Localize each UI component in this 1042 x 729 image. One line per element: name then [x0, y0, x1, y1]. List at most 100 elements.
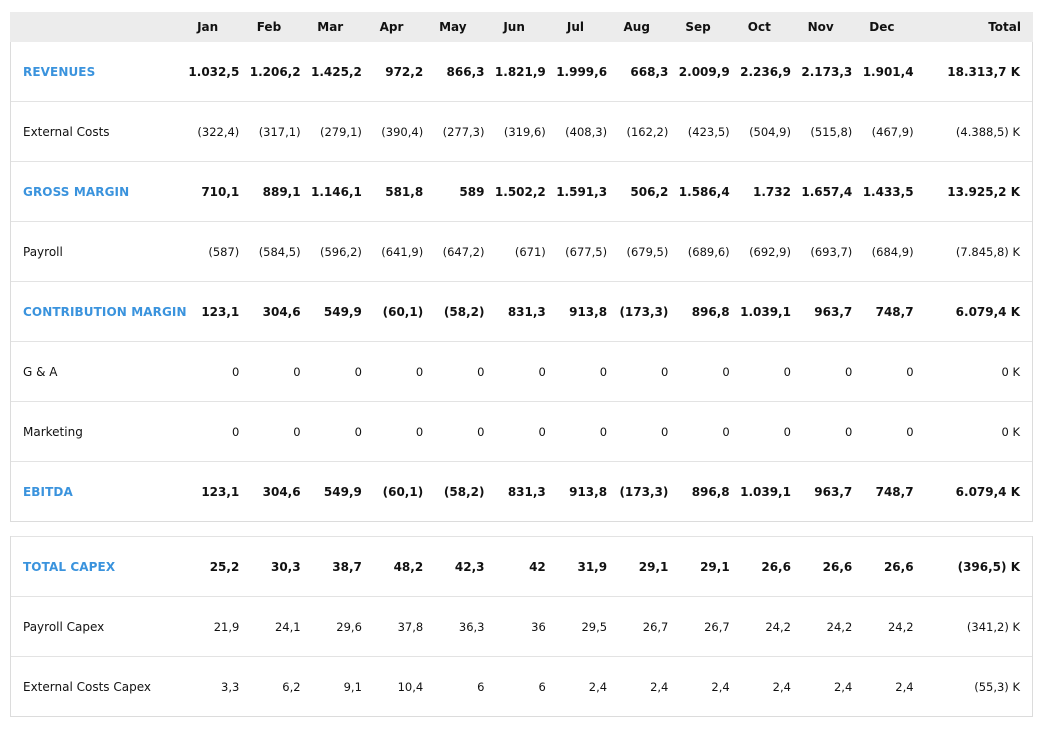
cell-oct: 1.039,1	[740, 304, 791, 319]
cell-may: 866,3	[446, 64, 485, 79]
cell-may: 589	[459, 184, 485, 199]
cell-sep: 0	[722, 364, 730, 379]
cell-jul: 0	[599, 424, 608, 439]
pnl-section: REVENUES 1.032,5 1.206,2 1.425,2 972,2 866,3 1…	[10, 42, 1033, 522]
row-label: Payroll Capex	[23, 619, 105, 634]
cell-apr: (390,4)	[381, 124, 424, 139]
header-month-feb: Feb	[256, 20, 282, 34]
cell-may: 42,3	[454, 559, 485, 574]
cell-jan: (322,4)	[197, 124, 240, 139]
cell-jul: 29,5	[581, 619, 608, 634]
row-label: TOTAL CAPEX	[23, 559, 116, 574]
cell-nov: 24,2	[826, 619, 853, 634]
cell-jan: 710,1	[201, 184, 240, 199]
cell-jan: 21,9	[213, 619, 240, 634]
cell-dec: (467,9)	[871, 124, 914, 139]
header-month-mar: Mar	[317, 20, 344, 34]
cell-sep: (689,6)	[687, 244, 730, 259]
cell-feb: 0	[293, 364, 301, 379]
cell-aug: 668,3	[630, 64, 669, 79]
table-row: REVENUES 1.032,5 1.206,2 1.425,2 972,2 866,3 1…	[11, 42, 1032, 101]
cell-nov: 963,7	[814, 304, 853, 319]
cell-aug: (173,3)	[619, 484, 669, 499]
cell-oct: 1.732	[753, 184, 791, 199]
cell-may: (58,2)	[443, 304, 485, 319]
cell-jun: (671)	[514, 244, 546, 259]
header-month-apr: Apr	[379, 20, 404, 34]
cell-aug: (173,3)	[619, 304, 669, 319]
table-row: EBITDA 123,1 304,6 549,9 (60,1) (58,2) 831,3 91…	[11, 461, 1032, 521]
cell-feb: 889,1	[262, 184, 301, 199]
cell-feb: 0	[293, 424, 301, 439]
cell-dec: 748,7	[875, 304, 914, 319]
cell-jul: 2,4	[588, 679, 608, 694]
cell-apr: (60,1)	[382, 304, 424, 319]
row-total: (55,3) K	[974, 679, 1020, 694]
cell-nov: 0	[844, 424, 853, 439]
header-month-jul: Jul	[566, 20, 584, 34]
cell-mar: 38,7	[332, 559, 362, 574]
cell-jan: 1.032,5	[188, 64, 240, 79]
cell-nov: 1.657,4	[801, 184, 853, 199]
header-month-nov: Nov	[807, 20, 834, 34]
cell-sep: 1.586,4	[678, 184, 730, 199]
cell-nov: 2.173,3	[801, 64, 853, 79]
cell-jul: 913,8	[569, 484, 608, 499]
cell-apr: (641,9)	[381, 244, 424, 259]
cell-oct: (692,9)	[749, 244, 791, 259]
row-label: External Costs	[23, 124, 110, 139]
row-total: (7.845,8) K	[955, 244, 1020, 259]
row-label: EBITDA	[23, 484, 73, 499]
header-month-jan: Jan	[197, 20, 219, 34]
cell-oct: (504,9)	[749, 124, 791, 139]
cell-aug: (679,5)	[626, 244, 669, 259]
cell-may: (58,2)	[443, 484, 485, 499]
cell-nov: (693,7)	[810, 244, 853, 259]
cell-dec: 24,2	[887, 619, 914, 634]
cell-sep: 896,8	[691, 484, 730, 499]
row-total: 18.313,7 K	[947, 64, 1020, 79]
row-label: GROSS MARGIN	[23, 184, 130, 199]
row-total: (4.388,5) K	[955, 124, 1020, 139]
cell-mar: 549,9	[323, 484, 362, 499]
cell-jul: 31,9	[577, 559, 608, 574]
cell-feb: 30,3	[270, 559, 301, 574]
cell-oct: 2.236,9	[740, 64, 791, 79]
table-row: Marketing 0 0 0 0 0 0 0 0 0 0 0 0 0 K	[11, 401, 1032, 461]
row-total: 0 K	[1001, 364, 1020, 379]
cell-oct: 0	[783, 424, 791, 439]
row-label: CONTRIBUTION MARGIN	[23, 304, 187, 319]
cell-jun: 1.821,9	[494, 64, 546, 79]
row-label: Marketing	[23, 424, 83, 439]
row-label: REVENUES	[23, 64, 96, 79]
row-total: (396,5) K	[957, 559, 1020, 574]
row-total: 6.079,4 K	[955, 304, 1020, 319]
cell-jan: 123,1	[201, 484, 240, 499]
cell-jul: 1.999,6	[556, 64, 608, 79]
cell-sep: 2.009,9	[678, 64, 730, 79]
cell-dec: 748,7	[875, 484, 914, 499]
cell-oct: 2,4	[772, 679, 791, 694]
table-row: CONTRIBUTION MARGIN 123,1 304,6 549,9 (60,1)…	[11, 281, 1032, 341]
header-month-jun: Jun	[503, 20, 525, 34]
section-gap	[10, 522, 1033, 536]
cell-sep: 2,4	[711, 679, 730, 694]
cell-oct: 24,2	[765, 619, 791, 634]
cell-jun: (319,6)	[503, 124, 546, 139]
cell-feb: 304,6	[262, 304, 301, 319]
cell-mar: 1.425,2	[311, 64, 362, 79]
cell-dec: 0	[906, 424, 914, 439]
table-row: Payroll (587) (584,5) (596,2) (641,9) (647,2)…	[11, 221, 1032, 281]
table-row: G & A 0 0 0 0 0 0 0 0 0 0 0 0 0 K	[11, 341, 1032, 401]
row-total: (341,2) K	[966, 619, 1020, 634]
cell-mar: (279,1)	[319, 124, 362, 139]
header-total: Total	[988, 20, 1021, 34]
cell-jun: 1.502,2	[494, 184, 546, 199]
cell-jan: (587)	[208, 244, 240, 259]
cell-dec: 2,4	[895, 679, 914, 694]
cell-jun: 0	[538, 364, 546, 379]
cell-oct: 0	[783, 364, 791, 379]
row-total: 13.925,2 K	[947, 184, 1020, 199]
row-total: 0 K	[1001, 424, 1020, 439]
cell-sep: (423,5)	[687, 124, 730, 139]
